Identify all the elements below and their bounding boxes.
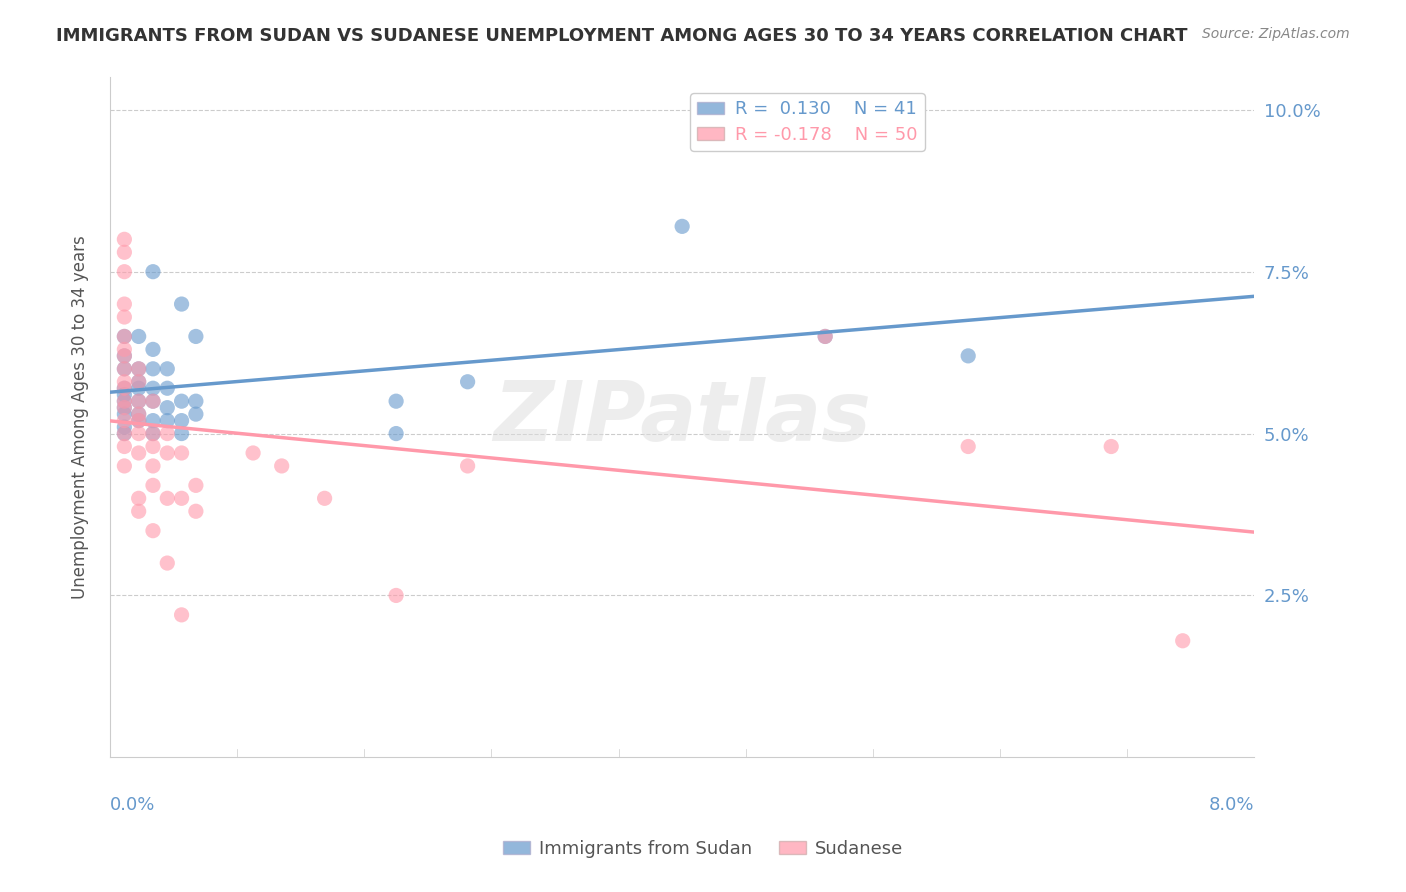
Point (385, 589, 408, 603)
Legend: Immigrants from Sudan, Sudanese: Immigrants from Sudan, Sudanese (495, 833, 911, 865)
Point (128, 491, 150, 506)
Text: IMMIGRANTS FROM SUDAN VS SUDANESE UNEMPLOYMENT AMONG AGES 30 TO 34 YEARS CORRELA: IMMIGRANTS FROM SUDAN VS SUDANESE UNEMPL… (56, 27, 1188, 45)
Point (385, 426, 408, 441)
Point (142, 265, 165, 279)
Point (1171, 633, 1194, 648)
Point (112, 349, 135, 363)
Point (112, 329, 135, 343)
Point (142, 478, 165, 492)
Point (142, 458, 165, 473)
Point (814, 329, 837, 343)
Text: 0.0%: 0.0% (110, 797, 156, 814)
Point (184, 504, 207, 518)
Point (957, 440, 980, 454)
Point (128, 407, 150, 421)
Point (142, 414, 165, 428)
Point (314, 491, 336, 506)
Point (170, 394, 193, 409)
Point (156, 361, 179, 376)
Point (112, 381, 135, 395)
Point (170, 297, 193, 311)
Point (156, 556, 179, 570)
Point (128, 361, 150, 376)
Point (128, 375, 150, 389)
Text: Source: ZipAtlas.com: Source: ZipAtlas.com (1202, 27, 1350, 41)
Point (112, 375, 135, 389)
Point (112, 414, 135, 428)
Point (156, 446, 179, 460)
Point (112, 401, 135, 415)
Point (170, 607, 193, 622)
Point (156, 414, 179, 428)
Point (142, 394, 165, 409)
Point (184, 478, 207, 492)
Y-axis label: Unemployment Among Ages 30 to 34 years: Unemployment Among Ages 30 to 34 years (72, 235, 89, 599)
Point (128, 329, 150, 343)
Point (112, 426, 135, 441)
Point (128, 394, 150, 409)
Point (142, 440, 165, 454)
Point (128, 361, 150, 376)
Point (457, 375, 479, 389)
Point (1099, 440, 1122, 454)
Point (184, 407, 207, 421)
Point (112, 310, 135, 324)
Point (156, 381, 179, 395)
Point (112, 401, 135, 415)
Point (142, 426, 165, 441)
Point (128, 426, 150, 441)
Point (112, 420, 135, 434)
Point (457, 458, 479, 473)
Point (112, 440, 135, 454)
Point (128, 407, 150, 421)
Point (128, 446, 150, 460)
Point (128, 414, 150, 428)
Point (142, 394, 165, 409)
Point (156, 401, 179, 415)
Legend: R =  0.130    N = 41, R = -0.178    N = 50: R = 0.130 N = 41, R = -0.178 N = 50 (690, 94, 925, 151)
Point (112, 458, 135, 473)
Point (112, 232, 135, 246)
Point (112, 361, 135, 376)
Point (184, 329, 207, 343)
Point (112, 388, 135, 402)
Point (112, 297, 135, 311)
Point (184, 394, 207, 409)
Point (112, 407, 135, 421)
Point (957, 349, 980, 363)
Point (112, 361, 135, 376)
Point (112, 381, 135, 395)
Point (128, 504, 150, 518)
Point (128, 381, 150, 395)
Point (112, 349, 135, 363)
Point (142, 381, 165, 395)
Point (385, 394, 408, 409)
Point (814, 329, 837, 343)
Point (142, 426, 165, 441)
Point (112, 265, 135, 279)
Point (112, 394, 135, 409)
Point (112, 245, 135, 260)
Point (112, 394, 135, 409)
Point (112, 329, 135, 343)
Point (112, 426, 135, 441)
Point (170, 446, 193, 460)
Point (142, 361, 165, 376)
Point (170, 414, 193, 428)
Point (156, 491, 179, 506)
Point (671, 219, 693, 234)
Point (128, 394, 150, 409)
Point (170, 426, 193, 441)
Point (242, 446, 264, 460)
Point (270, 458, 292, 473)
Point (170, 491, 193, 506)
Point (112, 343, 135, 357)
Text: 8.0%: 8.0% (1209, 797, 1254, 814)
Point (142, 524, 165, 538)
Point (128, 375, 150, 389)
Point (128, 414, 150, 428)
Point (156, 426, 179, 441)
Point (142, 343, 165, 357)
Text: ZIPatlas: ZIPatlas (494, 377, 872, 458)
